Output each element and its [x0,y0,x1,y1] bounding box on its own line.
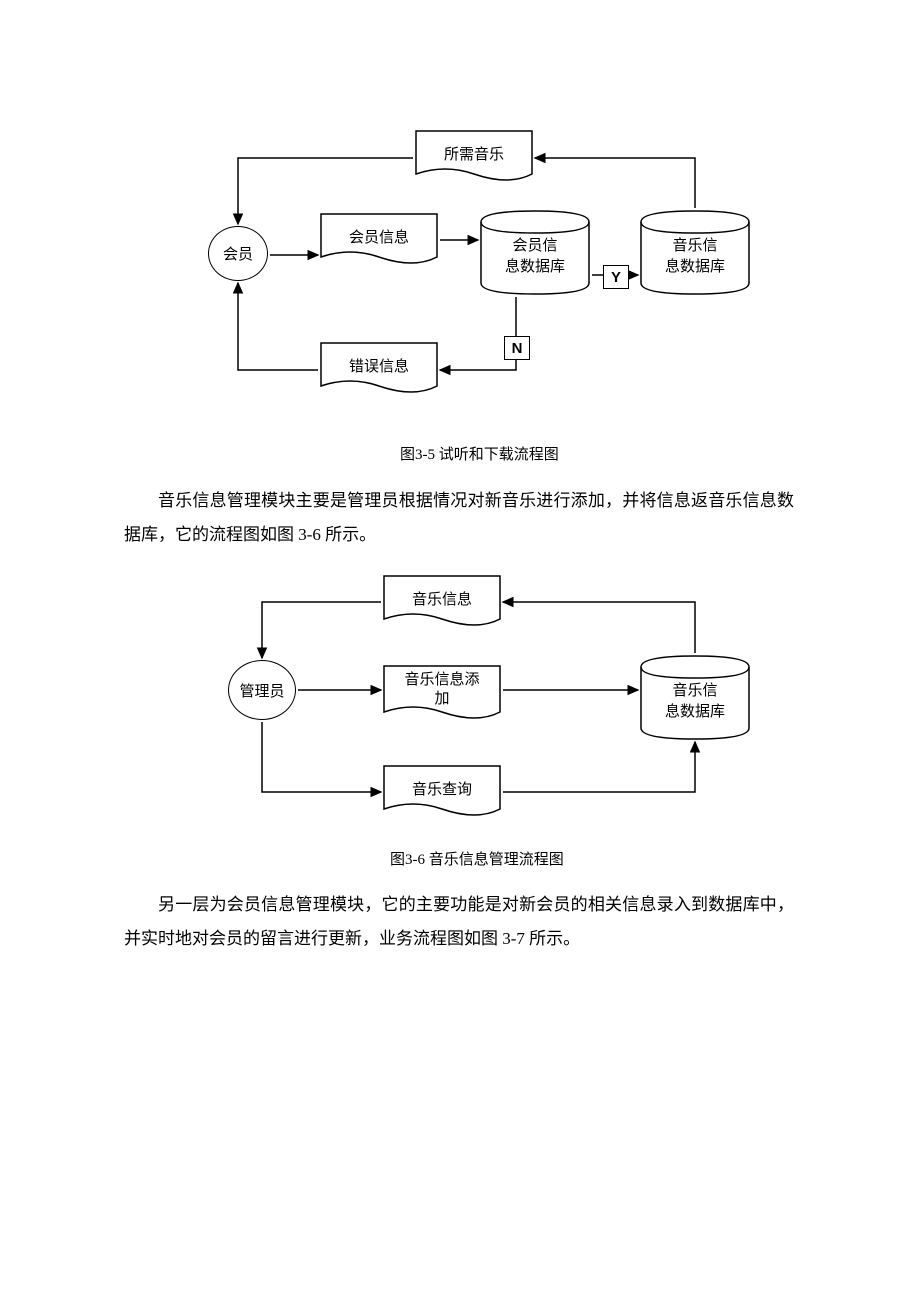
node-music-add-label: 音乐信息添 加 [404,671,479,710]
node-music-db2: 音乐信 息数据库 [640,655,750,740]
node-music-add: 音乐信息添 加 [383,665,501,723]
caption-2: 图3-6 音乐信息管理流程图 [390,848,564,869]
node-admin: 管理员 [228,660,296,720]
node-music-info-label: 音乐信息 [412,588,472,609]
node-music-query-label: 音乐查询 [412,778,472,799]
node-music-db2-label: 音乐信 息数据库 [665,681,725,723]
paragraph-2: 另一层为会员信息管理模块，它的主要功能是对新会员的相关信息录入到数据库中，并实时… [124,888,794,956]
node-music-query: 音乐查询 [383,765,501,820]
node-admin-label: 管理员 [239,680,284,701]
node-music-info: 音乐信息 [383,575,501,630]
diagram-2: 管理员 音乐信息 音乐信息添 加 音乐查询 音乐信 息数据库 [0,0,920,840]
